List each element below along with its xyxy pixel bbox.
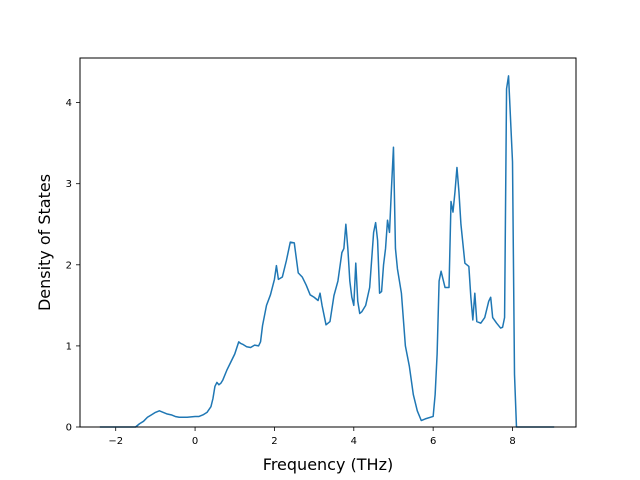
- y-axis-label: Density of States: [35, 174, 54, 311]
- x-tick-label: 2: [271, 436, 277, 447]
- y-axis-ticks: 0 1 2 3 4: [66, 98, 80, 434]
- plot-area: [80, 58, 576, 427]
- x-tick-label: 4: [351, 436, 357, 447]
- x-axis-label: Frequency (THz): [263, 455, 393, 474]
- x-axis-ticks: −2 0 2 4 6 8: [108, 427, 516, 447]
- plot-frame: [79, 57, 577, 428]
- dos-series-line: [99, 75, 555, 428]
- series-layer: [99, 75, 555, 428]
- x-tick-label: 6: [430, 436, 436, 447]
- x-tick-label: 8: [509, 436, 515, 447]
- y-tick-label: 0: [66, 423, 72, 434]
- y-tick-label: 1: [66, 341, 72, 352]
- y-tick-label: 4: [66, 98, 72, 109]
- x-tick-label: −2: [108, 436, 123, 447]
- y-tick-label: 3: [66, 179, 72, 190]
- x-tick-label: 0: [192, 436, 198, 447]
- y-tick-label: 2: [66, 260, 72, 271]
